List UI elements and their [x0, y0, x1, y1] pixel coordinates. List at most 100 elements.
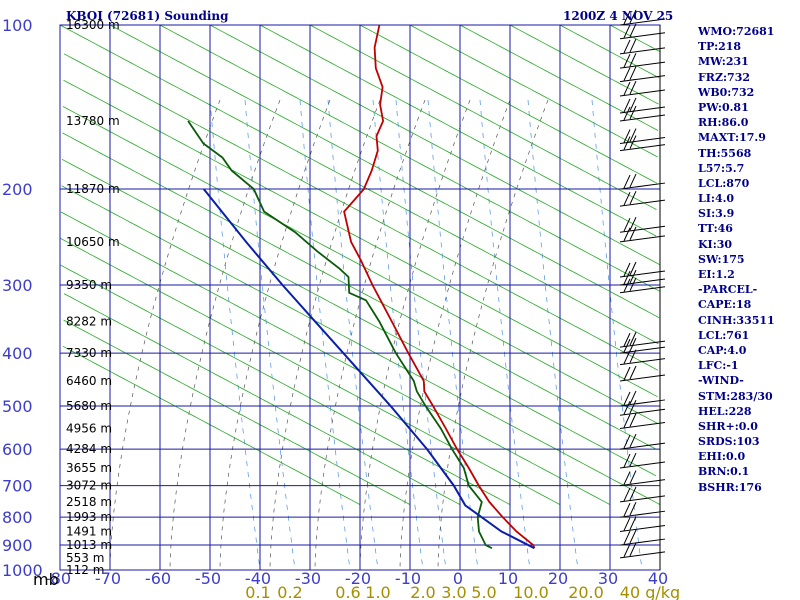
wind-barb-flag [623, 136, 631, 150]
y-axis-unit-label: mb [33, 570, 59, 589]
dry-adiabat [109, 24, 660, 318]
wind-barb-flag [623, 391, 631, 406]
wind-barb-staff [619, 408, 666, 416]
pressure-label-700: 700 [2, 477, 33, 496]
temperature-label--50: -50 [195, 569, 221, 588]
wind-barb [619, 501, 666, 518]
wind-barb-staff [619, 479, 666, 487]
wind-barb [619, 349, 666, 366]
wind-barb-flag [629, 226, 637, 241]
temperature-label--10: -10 [395, 569, 421, 588]
wind-barb-staff [619, 461, 666, 469]
mixing-ratio-label: 1.0 [365, 583, 390, 600]
dry-adiabat [59, 24, 659, 345]
temperature-label-0: 0 [453, 569, 463, 588]
index-item: MAXT:17.9 [698, 131, 766, 145]
dry-adiabat [359, 24, 658, 184]
wind-barb-flag [623, 39, 631, 54]
wind-barb-flag [623, 414, 631, 428]
wind-barb [619, 486, 666, 503]
temperature-label-30: 30 [598, 569, 618, 588]
isobar-grid [60, 24, 660, 571]
wind-barb [619, 66, 666, 83]
height-label: 2518 m [66, 495, 112, 509]
moist-adiabat-line [169, 99, 281, 571]
wind-barb-flag [629, 128, 637, 142]
dry-adiabat [459, 24, 659, 131]
wind-barb-flag [623, 53, 631, 68]
wind-barb-flag [623, 401, 631, 415]
height-label: 112 m [66, 563, 104, 577]
wind-barb-flag [629, 173, 637, 188]
wind-barb-staff [619, 399, 666, 407]
wind-barb-flag [629, 331, 637, 346]
valid-time: 1200Z 4 NOV 25 [563, 9, 673, 23]
wind-barb-flag [623, 98, 631, 113]
dry-adiabat [63, 319, 411, 505]
wind-barb-staff [619, 89, 666, 97]
mixing-ratio-label: 0.6 [335, 583, 360, 600]
index-item: SHR+:0.0 [698, 419, 758, 433]
wind-barb-staff [619, 551, 666, 559]
wind-barb-flag [623, 487, 631, 502]
dry-adiabat [259, 24, 657, 237]
mixing-ratio-lines [209, 99, 643, 571]
wind-barb [619, 128, 666, 145]
wind-barb-flag [629, 105, 637, 120]
wind-barb-flag [629, 470, 637, 484]
chart-title: KBOI (72681) Sounding [66, 9, 229, 23]
height-label: 9350 m [66, 278, 112, 292]
wind-barb [619, 529, 666, 546]
index-item: LFC:-1 [698, 359, 739, 373]
index-item: HEL:228 [698, 404, 752, 418]
mixing-ratio-line [479, 99, 531, 571]
wind-barb-flag [629, 542, 637, 557]
wind-barb-flag [623, 453, 631, 468]
index-item: WMO:72681 [698, 25, 775, 38]
height-label: 7330 m [66, 346, 112, 360]
moist-adiabat-line [359, 99, 471, 571]
wind-barb [619, 277, 666, 294]
pressure-label-600: 600 [2, 440, 33, 459]
wind-barb-flag [629, 486, 637, 501]
wind-barb-flag [629, 97, 637, 112]
index-item: LCL:761 [698, 328, 750, 342]
dry-adiabat [609, 24, 660, 52]
mixing-ratio-line [527, 99, 579, 571]
mixing-ratio-line [372, 99, 424, 571]
height-label: 6460 m [66, 374, 112, 388]
index-item: -WIND- [698, 374, 744, 388]
dewpoint-profile [187, 120, 493, 550]
wind-barb-staff [619, 340, 666, 348]
wind-barb-staff [619, 442, 666, 450]
height-label: 1491 m [66, 525, 112, 539]
wind-barb-flag [623, 106, 631, 121]
dry-adiabat [60, 211, 611, 505]
wind-barb-flag [629, 135, 637, 149]
mixing-ratio-label: 5.0 [471, 583, 496, 600]
temperature-label-20: 20 [548, 569, 568, 588]
moist-adiabat-line [269, 99, 381, 571]
height-label: 4956 m [66, 421, 112, 435]
wind-barb-staff [619, 538, 666, 546]
wind-barb-flag [629, 38, 637, 53]
index-item: MW:231 [698, 55, 749, 69]
wind-barb [619, 470, 666, 487]
height-label: 1013 m [66, 538, 112, 552]
height-label: 16300 m [66, 18, 120, 32]
dry-adiabat [209, 24, 661, 266]
wind-barb-flag [629, 501, 637, 516]
index-item: TP:218 [698, 40, 742, 54]
temperature-label--30: -30 [295, 569, 321, 588]
index-item: EHI:0.0 [698, 450, 746, 464]
wind-barb [619, 9, 666, 26]
mixing-ratio-label: 40 g/kg [620, 583, 680, 600]
pressure-label-200: 200 [2, 180, 33, 199]
mixing-ratio-line [299, 99, 351, 571]
height-label: 5680 m [66, 399, 112, 413]
height-label: 3072 m [66, 479, 112, 493]
moist-adiabat-line [399, 99, 511, 571]
temperature-label-10: 10 [498, 569, 518, 588]
dry-adiabat [63, 53, 659, 371]
wind-barb-flag [623, 530, 631, 545]
